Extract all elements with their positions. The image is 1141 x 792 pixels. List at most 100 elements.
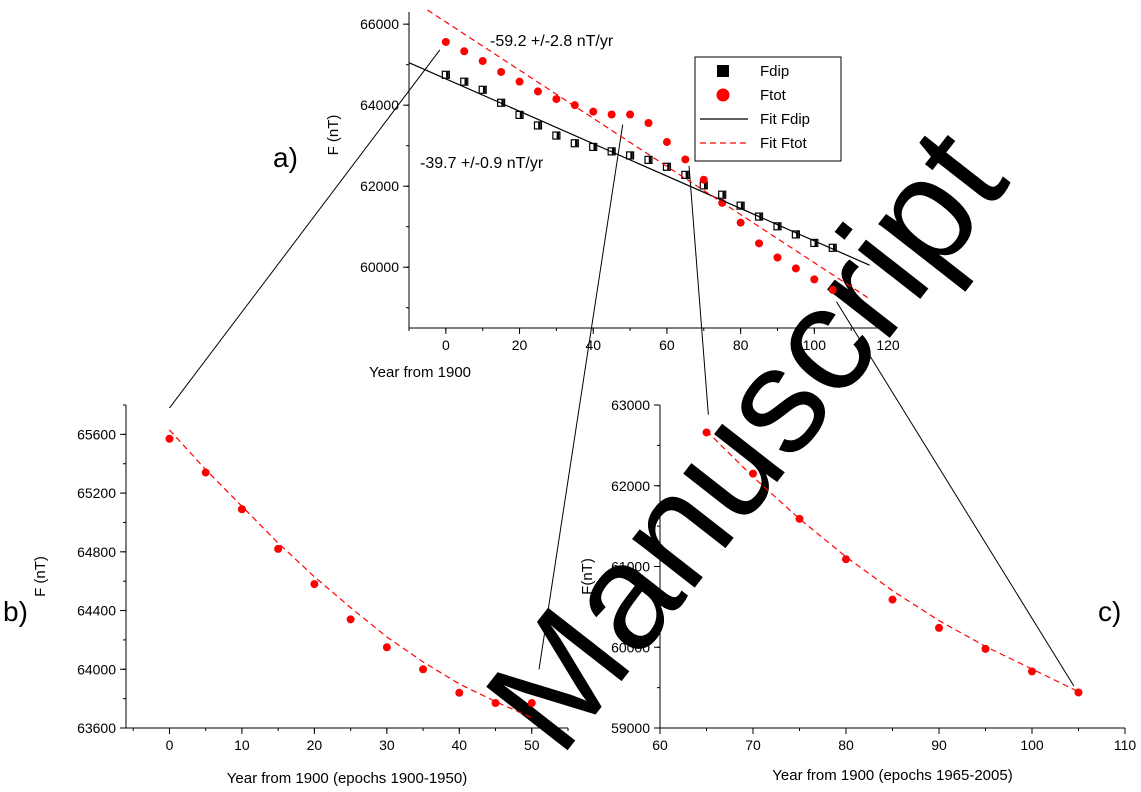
y-tick-label: 60000 [611,639,650,655]
y-tick-label: 62000 [611,478,650,494]
ftot-point [533,87,542,96]
ftot-point [237,505,246,514]
x-axis-title: Year from 1900 [369,364,471,381]
fit-fdip-line [408,62,870,266]
ftot-point [810,275,819,284]
panel-c: 60 70 80 90 100 110 59000 60000 61000 62000 63000 Y… [579,397,1136,784]
x-tick-label: 50 [524,737,540,753]
x-axis-title: Year from 1900 (epochs 1900-1950) [227,770,467,787]
ftot-point [455,688,464,697]
fdip-point [570,139,579,148]
ftot-point [828,285,837,294]
ftot-point [441,37,450,46]
zoom-connector-line [688,165,709,415]
ftot-point [662,138,671,147]
x-tick-label: 30 [379,737,395,753]
panel-a: 0 20 40 60 80 100 120 60000 62000 64000 66000 Year … [325,9,900,381]
ftot-point [497,67,506,76]
y-axis-title: F (nT) [32,556,49,597]
legend-ftot-swatch [716,88,730,102]
x-tick-label: 40 [452,737,468,753]
ftot-point [791,264,800,273]
ftot-point [201,468,210,477]
ftot-point [626,110,635,119]
y-tick-label: 66000 [360,16,399,32]
ftot-point [274,544,283,553]
panel-a-label: a) [273,142,298,173]
y-tick-label: 61000 [611,559,650,575]
fdip-point [478,85,487,94]
slope-annotation-ftot: -59.2 +/-2.8 nT/yr [490,33,614,50]
legend-entry: Fit Ftot [760,135,808,152]
x-tick-label: 80 [838,737,854,753]
ftot-point [681,155,690,164]
x-tick-label: 20 [307,737,323,753]
x-tick-label: 100 [1020,737,1044,753]
ftot-point [842,555,850,564]
ftot-point [419,665,428,674]
fdip-point [460,77,469,86]
legend-entry: Ftot [760,87,787,104]
x-tick-label: 110 [1114,737,1137,753]
ftot-point [644,119,653,128]
slope-annotation-fdip: -39.7 +/-0.9 nT/yr [420,155,544,172]
y-tick-label: 63000 [611,397,650,413]
x-tick-label: 0 [442,337,450,353]
ftot-point [515,77,524,86]
y-axis-title: F (nT) [325,115,342,156]
ftot-point [888,595,897,604]
x-axis-title: Year from 1900 (epochs 1965-2005) [772,767,1012,784]
fit-ftot-line [169,429,533,719]
x-tick-label: 10 [234,737,250,753]
ftot-point [981,644,990,653]
panel-b-label: b) [3,596,28,627]
ftot-point [736,218,745,227]
x-tick-label: 0 [166,737,174,753]
y-tick-label: 65200 [77,485,116,501]
ftot-point [478,57,487,66]
ftot-point [570,101,579,110]
legend-entry: Fit Fdip [760,111,810,128]
fdip-point [736,201,745,210]
fdip-point [681,170,690,179]
x-tick-label: 100 [803,337,827,353]
y-tick-label: 59000 [611,720,650,736]
ftot-point [527,699,536,708]
y-axis-title: F(nT) [579,558,596,595]
ftot-point [382,643,391,652]
ftot-point [607,110,616,119]
ftot-point [552,95,561,104]
x-tick-label: 80 [733,337,749,353]
x-tick-label: 20 [512,337,528,353]
ftot-point [346,615,355,624]
ftot-point [699,175,708,184]
ftot-point [165,434,174,443]
legend-entry: Fdip [760,63,789,80]
ftot-point [1028,667,1036,676]
y-tick-label: 64000 [77,661,116,677]
fit-ftot-line [427,9,870,300]
x-tick-label: 90 [931,737,947,753]
y-tick-label: 64400 [77,603,116,619]
x-tick-label: 60 [659,337,675,353]
watermark: Manuscript [453,98,1037,780]
y-tick-label: 64800 [77,544,116,560]
ftot-point [589,107,598,116]
x-tick-label: 60 [652,737,668,753]
fit-ftot-line [706,430,1079,693]
ftot-point [702,428,711,437]
fdip-point [718,190,727,199]
ftot-point [460,47,469,56]
y-tick-label: 62000 [360,178,399,194]
fdip-point [625,151,635,160]
panel-b: 0 10 20 30 40 50 63600 64000 64400 64800 65200 6560… [32,404,569,787]
y-tick-label: 60000 [360,259,399,275]
ftot-point [773,253,782,262]
x-tick-label: 70 [745,737,761,753]
zoom-connector-line [538,124,624,670]
x-tick-label: 120 [876,337,900,353]
legend-fdip-swatch [717,65,729,77]
y-tick-label: 63600 [77,720,116,736]
ftot-point [935,623,943,632]
